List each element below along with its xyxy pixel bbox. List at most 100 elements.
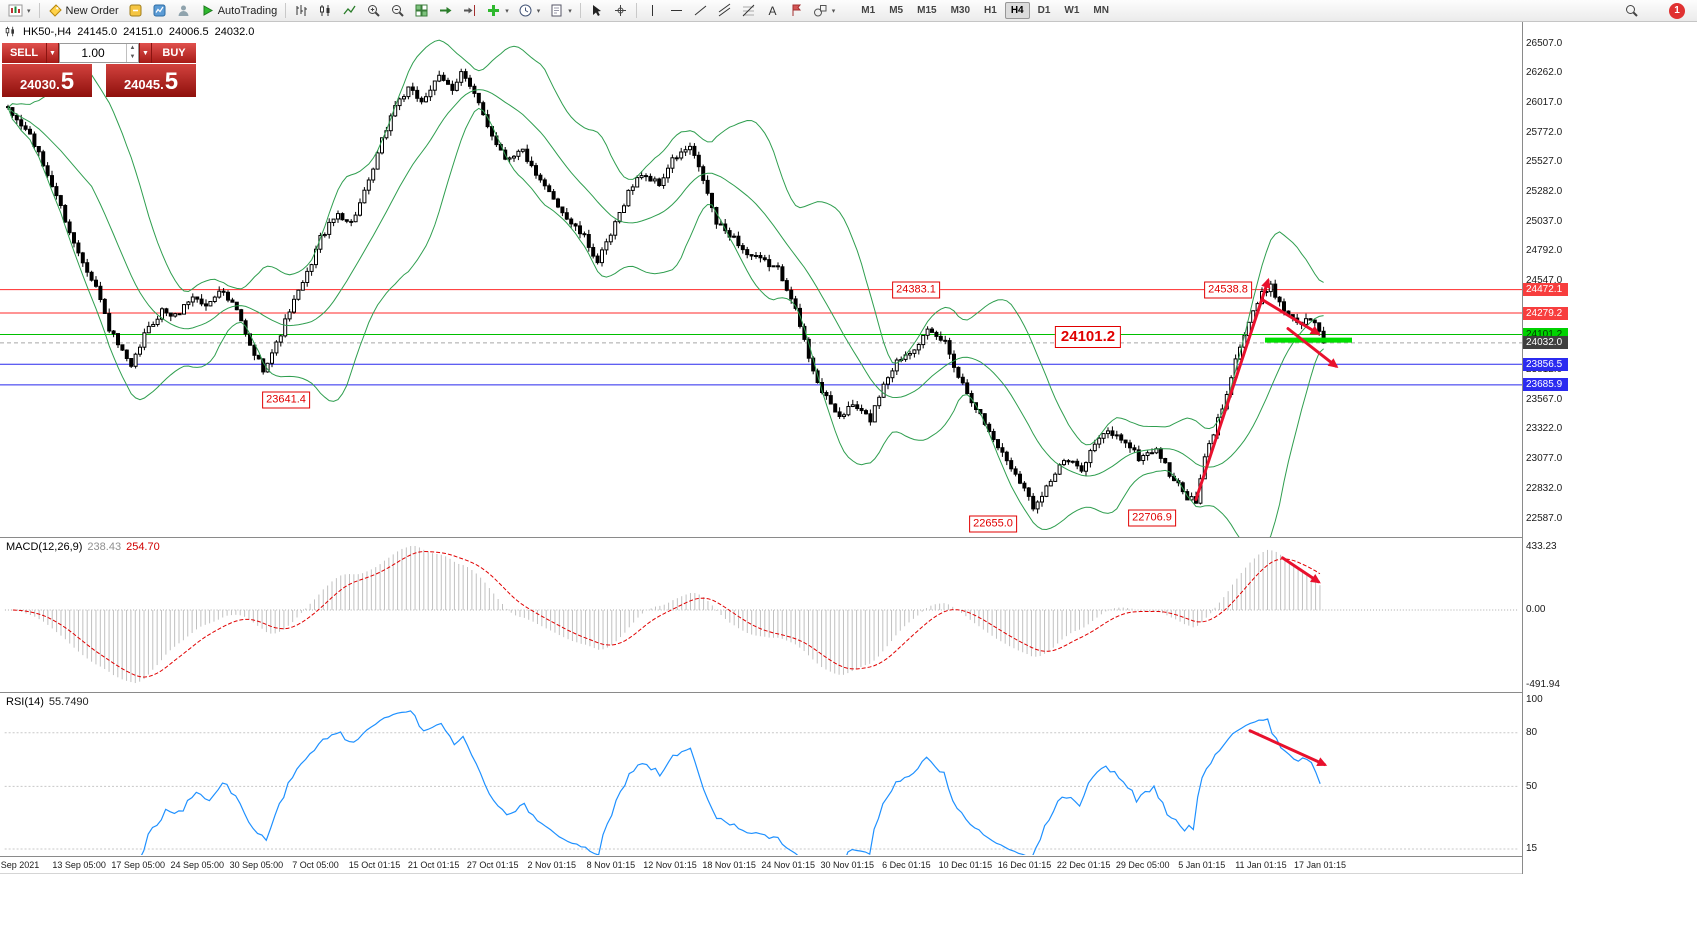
macd-name: MACD(12,26,9) bbox=[6, 541, 83, 553]
new-chart-button[interactable]: ▾ bbox=[4, 1, 35, 21]
time-axis[interactable]: Sep 2021 13 Sep 05:00 17 Sep 05:00 24 Sep 0… bbox=[0, 856, 1522, 874]
line-chart-button[interactable] bbox=[338, 1, 361, 21]
cursor-icon bbox=[592, 5, 601, 16]
new-order-button[interactable]: New Order bbox=[44, 1, 123, 21]
tile-windows-icon bbox=[415, 4, 428, 17]
ohlc-high: 24151.0 bbox=[123, 25, 163, 38]
price-tag[interactable]: 23856.5 bbox=[1523, 357, 1568, 371]
trend-arrow-head bbox=[1327, 358, 1339, 368]
time-axis-label: 8 Nov 01:15 bbox=[586, 860, 636, 870]
stepper-up-icon[interactable]: ▲ bbox=[129, 45, 136, 51]
profile-button[interactable] bbox=[172, 1, 195, 21]
periods-button[interactable]: ▾ bbox=[514, 1, 545, 21]
price-axis-label: 26017.0 bbox=[1526, 96, 1563, 108]
tile-windows-button[interactable] bbox=[410, 1, 433, 21]
periods-clock-icon bbox=[519, 4, 532, 17]
indicators-plus-icon bbox=[488, 5, 500, 16]
trend-arrow-head bbox=[1261, 277, 1271, 289]
macd-panel[interactable] bbox=[0, 537, 1522, 691]
rsi-axis-label: 100 bbox=[1526, 694, 1543, 705]
sell-button[interactable]: SELL bbox=[2, 43, 46, 63]
templates-icon bbox=[551, 4, 562, 17]
cursor-button[interactable] bbox=[585, 1, 608, 21]
price-axis-label: 25037.0 bbox=[1526, 215, 1563, 227]
trend-arrow[interactable] bbox=[1286, 327, 1338, 368]
time-axis-label: 18 Nov 01:15 bbox=[702, 860, 756, 870]
price-axis-label: 25772.0 bbox=[1526, 126, 1563, 138]
price-tag[interactable]: 24472.1 bbox=[1523, 283, 1568, 297]
trend-arrow[interactable] bbox=[1248, 729, 1327, 767]
timeframe-button-w1[interactable]: W1 bbox=[1064, 5, 1080, 16]
buy-options-dropdown[interactable]: ▼ bbox=[139, 43, 152, 63]
chart-ohlc-header: HK50-,H4 24145.0 24151.0 24006.5 24032.0 bbox=[4, 25, 254, 38]
time-axis-label: 17 Jan 01:15 bbox=[1293, 860, 1347, 870]
volume-stepper[interactable]: ▲ ▼ bbox=[126, 44, 138, 62]
metaeditor-button[interactable] bbox=[124, 1, 147, 21]
new-chart-icon bbox=[8, 4, 23, 17]
horizontal-line-button[interactable] bbox=[665, 1, 688, 21]
timeframe-button-d1[interactable]: D1 bbox=[1037, 5, 1051, 16]
price-tag[interactable]: 23685.9 bbox=[1523, 378, 1568, 392]
candlestick-chart-button[interactable] bbox=[314, 1, 337, 21]
macd-value-main: 238.43 bbox=[87, 541, 122, 553]
zoom-out-button[interactable] bbox=[386, 1, 409, 21]
timeframe-button-h1[interactable]: H1 bbox=[984, 5, 997, 16]
equidistant-channel-icon bbox=[718, 3, 731, 17]
bar-chart-button[interactable] bbox=[290, 1, 313, 21]
text-button[interactable]: A bbox=[761, 1, 784, 21]
time-axis-label: 24 Sep 05:00 bbox=[170, 860, 225, 870]
time-axis-label: Sep 2021 bbox=[0, 860, 40, 870]
trendline-button[interactable] bbox=[689, 1, 712, 21]
templates-button[interactable]: ▾ bbox=[545, 1, 576, 21]
timeframe-button-m15[interactable]: M15 bbox=[917, 5, 937, 16]
volume-field: 1.00 ▲ ▼ bbox=[59, 43, 139, 63]
timeframe-button-mn[interactable]: MN bbox=[1093, 5, 1109, 16]
volume-input[interactable]: 1.00 bbox=[81, 46, 105, 60]
toolbar-separator bbox=[38, 3, 40, 18]
autoscroll-button[interactable] bbox=[434, 1, 457, 21]
notification-badge[interactable]: 1 bbox=[1669, 2, 1685, 19]
timeframe-button-h4[interactable]: H4 bbox=[1004, 2, 1030, 19]
sell-price-button[interactable]: 24030. 5 bbox=[2, 64, 92, 97]
buy-price-button[interactable]: 24045. 5 bbox=[106, 64, 196, 97]
search-button[interactable] bbox=[1620, 1, 1643, 21]
text-icon: A bbox=[768, 4, 776, 18]
trend-arrow[interactable] bbox=[1260, 298, 1320, 335]
profile-icon bbox=[178, 5, 189, 16]
rsi-panel[interactable] bbox=[0, 692, 1522, 855]
time-axis-label: 6 Dec 01:15 bbox=[882, 860, 931, 870]
timeframe-button-m5[interactable]: M5 bbox=[889, 5, 904, 16]
time-axis-label: 29 Dec 05:00 bbox=[1115, 860, 1170, 870]
indicators-button[interactable]: ▾ bbox=[482, 1, 513, 21]
price-scale[interactable]: 26507.0 26262.0 26017.0 25772.0 25527.0 25282… bbox=[1522, 22, 1568, 874]
trend-arrow-head bbox=[1316, 757, 1328, 767]
timeframe-button-m30[interactable]: M30 bbox=[950, 5, 971, 16]
toolbar-separator bbox=[579, 3, 581, 18]
stepper-down-icon[interactable]: ▼ bbox=[129, 54, 136, 60]
trend-arrow[interactable] bbox=[1281, 556, 1320, 584]
fibonacci-button[interactable] bbox=[737, 1, 760, 21]
crosshair-button[interactable] bbox=[609, 1, 632, 21]
trend-arrow[interactable] bbox=[1194, 279, 1270, 501]
chevron-down-icon: ▾ bbox=[27, 7, 31, 15]
channel-button[interactable] bbox=[713, 1, 736, 21]
price-tag[interactable]: 24032.0 bbox=[1523, 336, 1568, 350]
buy-button[interactable]: BUY bbox=[152, 43, 196, 63]
main-price-chart[interactable] bbox=[0, 22, 1522, 537]
autotrading-button[interactable]: AutoTrading bbox=[196, 1, 282, 21]
chart-shift-button[interactable] bbox=[458, 1, 481, 21]
timeframe-button-m1[interactable]: M1 bbox=[861, 5, 876, 16]
market-button[interactable] bbox=[148, 1, 171, 21]
chart-symbol-icon bbox=[5, 26, 14, 37]
text-label-button[interactable] bbox=[785, 1, 808, 21]
shapes-icon bbox=[813, 5, 827, 17]
zoom-in-button[interactable] bbox=[362, 1, 385, 21]
candlestick-chart-icon bbox=[320, 5, 330, 16]
timeframe-toolbar: M1 M5 M15 M30 H1 H4 D1 W1 MN bbox=[854, 2, 1116, 19]
shapes-button[interactable]: ▾ bbox=[809, 1, 840, 21]
sell-options-dropdown[interactable]: ▼ bbox=[46, 43, 59, 63]
line-chart-icon bbox=[343, 5, 356, 15]
vertical-line-button[interactable] bbox=[641, 1, 664, 21]
time-axis-label: 27 Oct 01:15 bbox=[466, 860, 519, 870]
price-tag[interactable]: 24279.2 bbox=[1523, 306, 1568, 320]
